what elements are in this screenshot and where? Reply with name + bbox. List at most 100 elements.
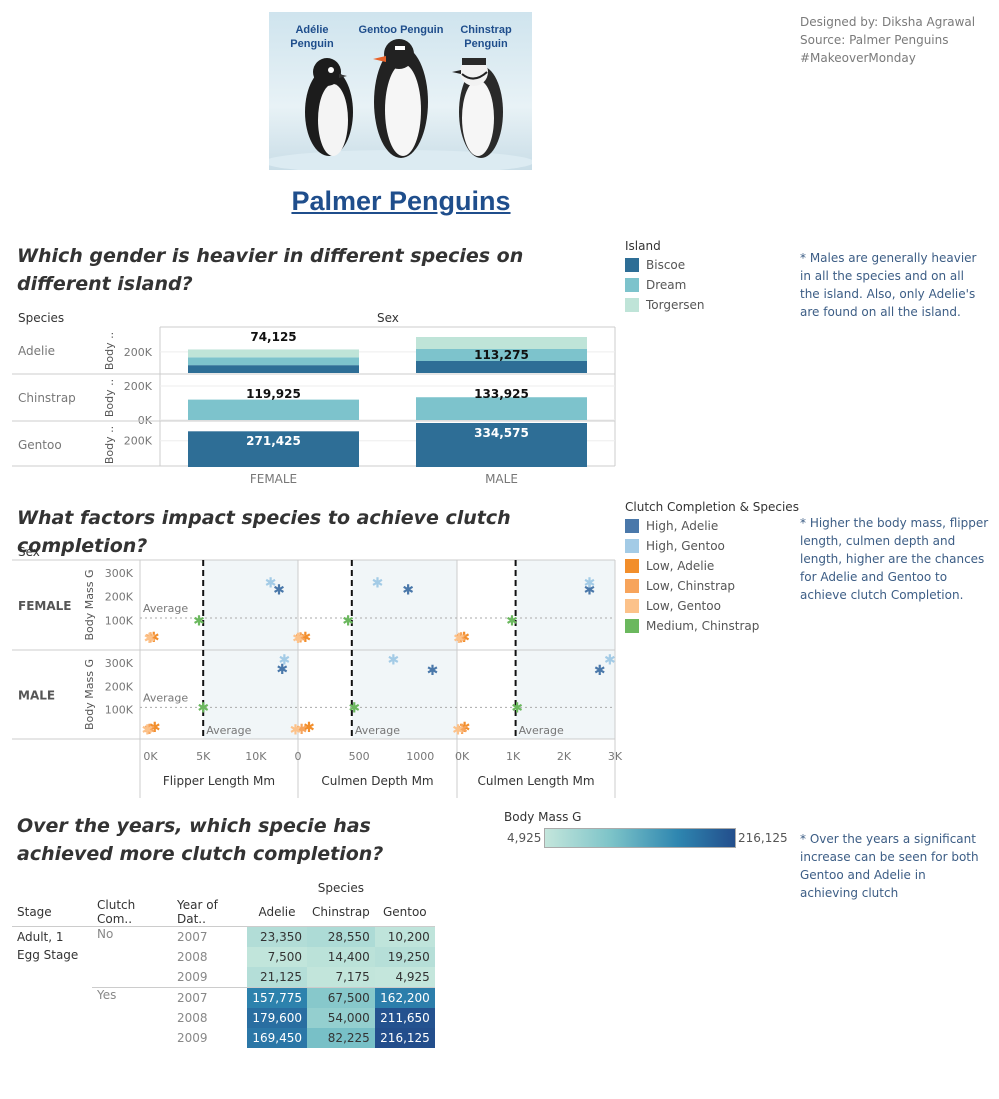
year-label: 2007 (177, 930, 208, 944)
legend-item-torgersen[interactable]: Torgersen (625, 295, 705, 315)
heatmap-cell: 67,500 (307, 987, 375, 1008)
heatmap-cell: 216,125 (374, 1028, 435, 1048)
scatter-point-low-chinstrap: ✱ (455, 630, 467, 646)
heatmap-cell: 157,775 (247, 987, 307, 1008)
scatter-point-low-chinstrap: ✱ (295, 630, 307, 646)
scatter-x-tick: 5K (196, 750, 211, 763)
scatter-y-tick: 200K (105, 591, 134, 604)
species-column-header: Species (18, 311, 65, 325)
heatmap-column-header: Chinstrap (312, 905, 370, 919)
legend-item-medium-chinstrap[interactable]: Medium, Chinstrap (625, 616, 799, 636)
legend-item-biscoe[interactable]: Biscoe (625, 255, 705, 275)
island-legend: Island Biscoe Dream Torgersen (625, 239, 705, 315)
scatter-y-tick: 300K (105, 657, 134, 670)
scatter-point-low-gentoo: ✱ (453, 631, 465, 647)
heatmap-row-header: Year of Dat.. (177, 898, 218, 926)
body-mass-average-label: Average (143, 602, 188, 615)
legend-swatch (625, 298, 639, 312)
color-legend-min: 4,925 (507, 831, 542, 845)
scatter-x-tick: 0K (455, 750, 470, 763)
bar-adelie-female-torgersen (188, 349, 359, 358)
clutch-label-no: No (97, 927, 114, 941)
bar-data-label: 271,425 (246, 434, 301, 448)
legend-item-dream[interactable]: Dream (625, 275, 705, 295)
legend-label: High, Gentoo (646, 539, 725, 553)
bar-adelie-male-biscoe (416, 361, 587, 373)
scatter-x-tick: 500 (349, 750, 370, 763)
bar-data-label: 74,125 (250, 330, 296, 344)
sex-axis-label-male: MALE (485, 472, 518, 486)
legend-swatch (625, 619, 639, 633)
above-average-shade (515, 560, 615, 650)
scatter-point-low-adelie: ✱ (148, 630, 160, 646)
scatter-point-low-gentoo: ✱ (452, 723, 464, 739)
scatter-point-low-gentoo: ✱ (142, 723, 154, 739)
body-mass-axis-label: Body .. (103, 379, 116, 417)
credits: Designed by: Diksha Agrawal Source: Palm… (800, 13, 975, 67)
scatter-point-low-adelie: ✱ (459, 720, 471, 736)
scatter-point-low-chinstrap: ✱ (145, 630, 157, 646)
scatter-x-tick: 0 (295, 750, 302, 763)
legend-item-high-adelie[interactable]: High, Adelie (625, 516, 799, 536)
heatmap-cell: 4,925 (374, 967, 435, 988)
scatter-y-tick: 100K (105, 614, 134, 627)
legend-swatch (625, 278, 639, 292)
scatter-point-low-adelie: ✱ (299, 630, 311, 646)
color-gradient-bar (544, 828, 736, 848)
bar-gentoo-male-biscoe (416, 423, 587, 467)
scatter-x-axis-label: Culmen Length Mm (477, 774, 594, 788)
heatmap-cell: 169,450 (247, 1028, 307, 1048)
heatmap-column-header: Adelie (258, 905, 296, 919)
bar-data-label: 113,275 (474, 348, 529, 362)
credit-source: Source: Palmer Penguins (800, 33, 949, 47)
bar-adelie-male-dream (416, 349, 587, 361)
above-average-shade (351, 560, 457, 650)
heatmap-cell: 23,350 (247, 926, 307, 947)
scatter-point-high-adelie: ✱ (584, 583, 596, 599)
bar-adelie-female-biscoe (188, 365, 359, 373)
scatter-point-low-gentoo: ✱ (292, 631, 304, 647)
penguin-illustration (269, 39, 532, 170)
section1-note: * Males are generally heavier in all the… (800, 251, 977, 319)
legend-item-high-gentoo[interactable]: High, Gentoo (625, 536, 799, 556)
legend-item-low-adelie[interactable]: Low, Adelie (625, 556, 799, 576)
sex-row-header: Sex (18, 545, 40, 559)
island-legend-title: Island (625, 239, 661, 253)
above-average-shade (203, 560, 298, 650)
heatmap-cell: 14,400 (307, 947, 375, 967)
heatmap-cell: 162,200 (374, 987, 435, 1008)
above-average-shade (203, 650, 298, 739)
section2-question: What factors impact species to achieve c… (17, 507, 511, 557)
credit-hashtag: #MakeoverMonday (800, 51, 916, 65)
species-label-gentoo: Gentoo (18, 438, 62, 452)
scatter-x-tick: 1K (506, 750, 521, 763)
sex-axis-label-female: FEMALE (250, 472, 297, 486)
scatter-x-tick: 1000 (406, 750, 434, 763)
bar-adelie-male-torgersen (416, 337, 587, 349)
scatter-x-axis-label: Flipper Length Mm (163, 774, 275, 788)
heatmap-grid: Species Stage Clutch Com.. Year of Dat.. Ade… (12, 878, 435, 1048)
heatmap-row-header: Stage (17, 905, 52, 919)
color-legend-title: Body Mass G (504, 810, 582, 824)
bar-adelie-female-dream (188, 357, 359, 366)
year-label: 2007 (172, 987, 247, 1008)
legend-item-low-gentoo[interactable]: Low, Gentoo (625, 596, 799, 616)
legend-item-low-chinstrap[interactable]: Low, Chinstrap (625, 576, 799, 596)
stage-label: Adult, 1 Egg Stage (17, 930, 79, 962)
scatter-point-low-chinstrap: ✱ (296, 722, 308, 738)
hero-label-adelie: Adélie Penguin (290, 24, 334, 50)
heatmap-cell: 19,250 (374, 947, 435, 967)
scatter-point-high-adelie: ✱ (402, 583, 414, 599)
body-mass-axis-label: Body Mass G (83, 570, 96, 641)
bar-gentoo-female-biscoe (188, 431, 359, 467)
body-mass-color-legend: Body Mass G 4,925 216,125 (504, 810, 789, 850)
legend-label: Low, Gentoo (646, 599, 721, 613)
scatter-y-tick: 300K (105, 567, 134, 580)
scatter-point-high-gentoo: ✱ (372, 576, 384, 592)
clutch-legend: Clutch Completion & Species High, Adelie… (625, 500, 799, 636)
body-mass-axis-label: Body .. (103, 426, 116, 464)
scatter-point-low-chinstrap: ✱ (456, 722, 468, 738)
x-average-label: Average (519, 724, 564, 737)
heatmap-cell: 211,650 (374, 1008, 435, 1028)
year-label: 2009 (177, 970, 208, 984)
